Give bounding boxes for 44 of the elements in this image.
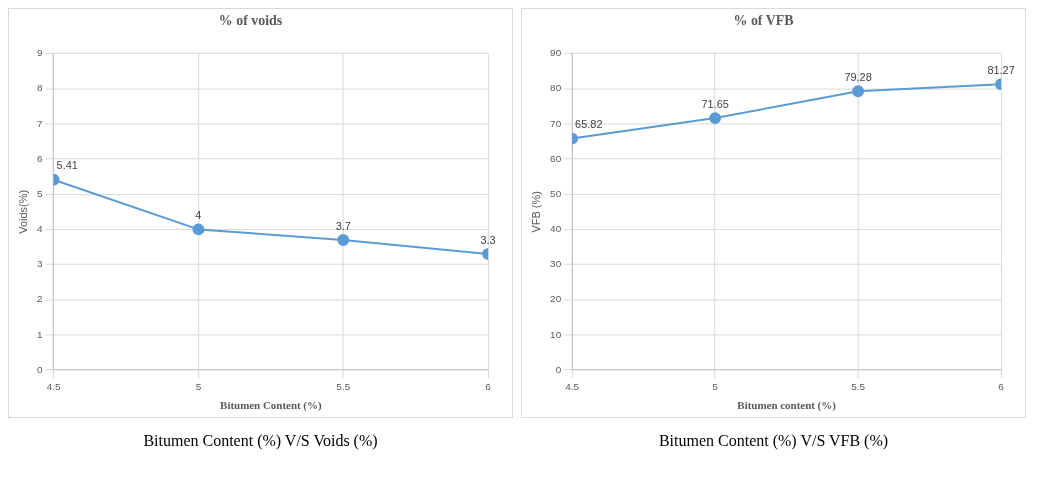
y-tick-label: 2: [37, 293, 44, 305]
x-tick-label: 5.5: [851, 380, 866, 392]
y-tick-label: 80: [550, 82, 562, 94]
y-tick-label: 0: [555, 363, 562, 375]
y-tick-label: 60: [550, 152, 562, 164]
y-tick-label: 6: [37, 152, 44, 164]
y-tick-label: 3: [37, 258, 44, 270]
y-tick-label: 10: [550, 328, 562, 340]
x-axis-title: Bitumen Content (%): [220, 399, 322, 413]
y-tick-label: 8: [37, 82, 44, 94]
y-tick-label: 20: [550, 293, 562, 305]
data-label: 4: [195, 208, 202, 221]
y-tick-label: 9: [37, 47, 44, 59]
x-tick-label: 6: [998, 380, 1005, 392]
data-label: 79.28: [844, 70, 872, 83]
y-tick-label: 1: [37, 328, 44, 340]
data-label: 71.65: [701, 97, 729, 110]
data-label: 3.7: [335, 219, 351, 232]
y-tick-label: 90: [550, 47, 562, 59]
data-label: 3.3: [480, 233, 496, 246]
data-label: 81.27: [987, 63, 1015, 76]
data-label: 65.82: [575, 118, 603, 131]
data-label: 5.41: [56, 159, 78, 172]
y-tick-label: 0: [37, 363, 44, 375]
y-tick-label: 5: [37, 187, 44, 199]
y-tick-label: 70: [550, 117, 562, 129]
text: Bitumen Content (%) V/S VFB (%): [657, 432, 890, 450]
x-tick-label: 5.5: [336, 380, 351, 392]
chart-title: % of VFB: [733, 12, 794, 28]
text: Bitumen Content (%) V/S Voids (%): [142, 432, 379, 450]
x-tick-label: 6: [485, 380, 492, 392]
chart-title: % of voids: [218, 12, 283, 28]
y-axis-title: VFB (%): [529, 191, 542, 233]
y-tick-label: 50: [550, 187, 562, 199]
x-axis-title: Bitumen content (%): [737, 399, 837, 413]
y-tick-label: 4: [37, 223, 44, 235]
y-axis-title: Voids(%): [16, 189, 29, 234]
x-tick-label: 5: [195, 380, 202, 392]
x-tick-label: 4.5: [565, 380, 580, 392]
y-tick-label: 40: [550, 223, 562, 235]
x-tick-label: 5: [712, 380, 719, 392]
x-tick-label: 4.5: [46, 380, 61, 392]
y-tick-label: 30: [550, 258, 562, 270]
y-tick-label: 7: [37, 117, 44, 129]
